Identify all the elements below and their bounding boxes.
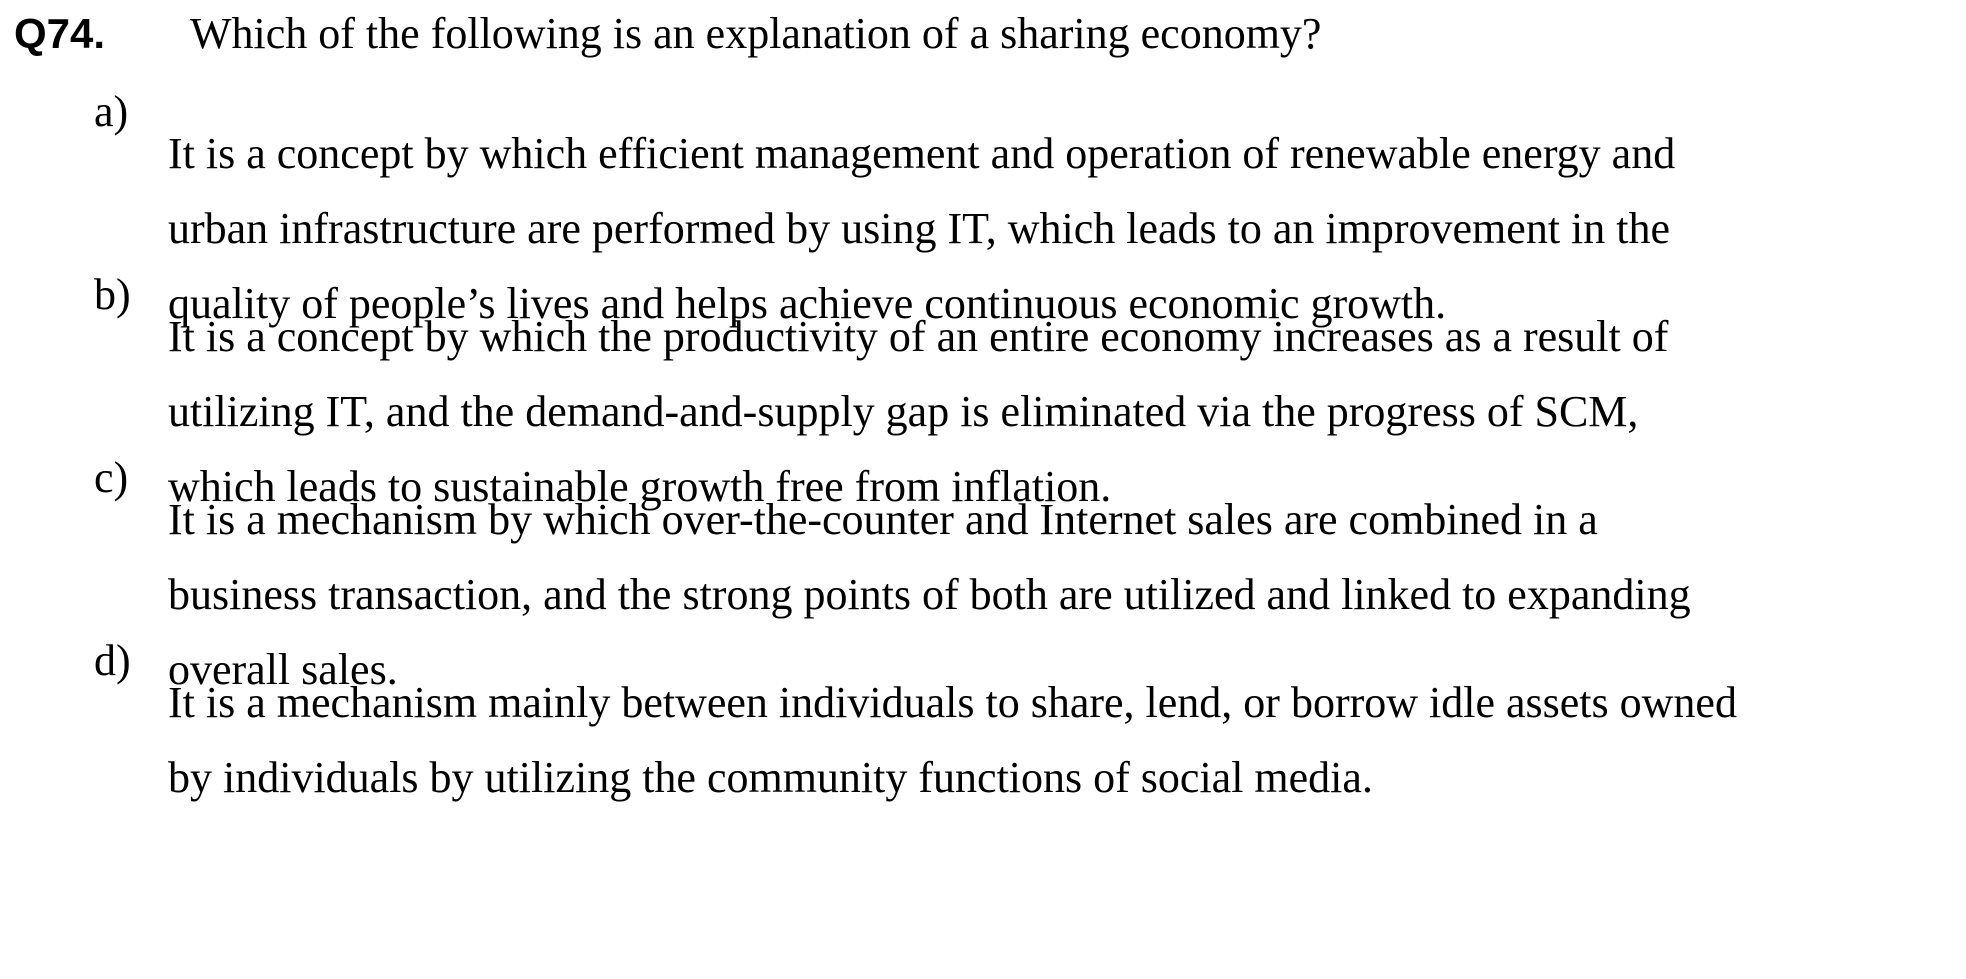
question-number: Q74. [14, 10, 106, 57]
option-text: It is a mechanism by which over-the-coun… [168, 482, 1737, 707]
answer-options: a) It is a concept by which efficient ma… [0, 87, 1737, 815]
option-text-line: It is a concept by which the productivit… [168, 312, 1669, 361]
option-d[interactable]: d) It is a mechanism mainly between indi… [0, 636, 1737, 815]
question-text: Which of the following is an explanation… [190, 9, 1322, 58]
option-text-line: which leads to sustainable growth free f… [168, 462, 1112, 511]
question-header: Q74. Which of the following is an explan… [14, 8, 1321, 68]
option-text: It is a mechanism mainly between individ… [168, 665, 1737, 815]
option-a[interactable]: a) It is a concept by which efficient ma… [0, 87, 1737, 341]
option-text-line: It is a concept by which efficient manag… [168, 129, 1676, 178]
option-text-line: by individuals by utilizing the communit… [168, 753, 1373, 802]
option-b[interactable]: b) It is a concept by which the producti… [0, 270, 1737, 524]
option-letter: c) [94, 453, 129, 502]
option-text-line: urban infrastructure are performed by us… [168, 204, 1671, 253]
option-text: It is a concept by which the productivit… [168, 299, 1737, 524]
option-letter: a) [94, 87, 129, 136]
option-text-line: overall sales. [168, 645, 398, 694]
option-text-line: utilizing IT, and the demand-and-supply … [168, 387, 1639, 436]
option-letter: b) [94, 270, 131, 319]
option-text-line: It is a mechanism mainly between individ… [168, 678, 1737, 727]
option-text-line: quality of people’s lives and helps achi… [168, 279, 1447, 328]
option-c[interactable]: c) It is a mechanism by which over-the-c… [0, 453, 1737, 707]
option-text: It is a concept by which efficient manag… [168, 116, 1737, 341]
option-letter: d) [94, 636, 131, 685]
option-text-line: business transaction, and the strong poi… [168, 570, 1691, 619]
option-text-line: It is a mechanism by which over-the-coun… [168, 495, 1598, 544]
